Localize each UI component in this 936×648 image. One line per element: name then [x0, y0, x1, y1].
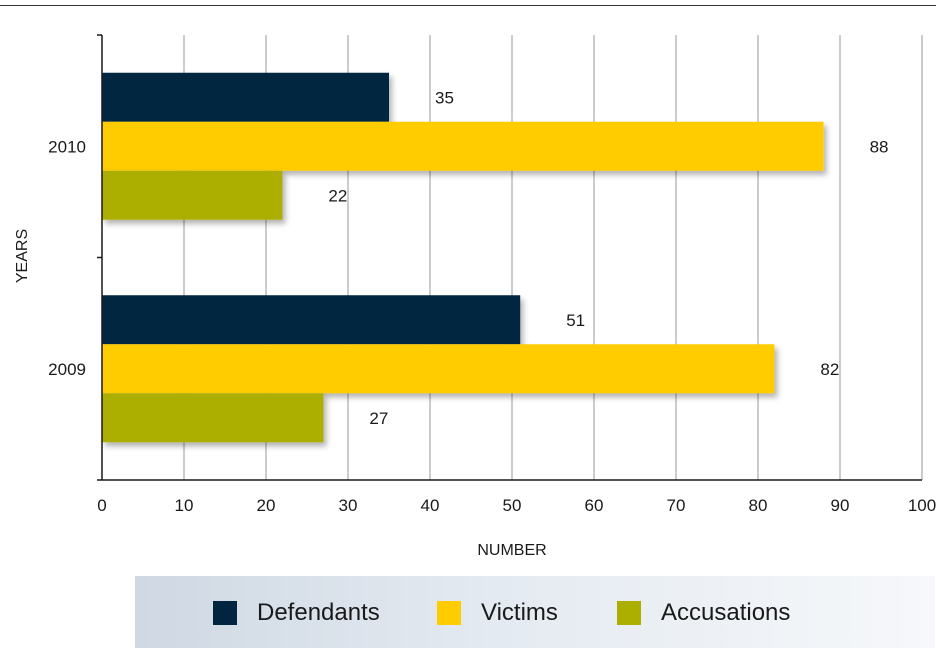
x-tick-label: 20 — [257, 496, 276, 515]
y-axis-title: YEARS — [14, 229, 31, 283]
legend-label-victims: Victims — [481, 599, 558, 626]
legend: Defendants Victims Accusations — [135, 576, 935, 648]
x-tick-label: 100 — [908, 496, 936, 515]
data-label: 82 — [820, 360, 839, 379]
x-tick-label: 50 — [503, 496, 522, 515]
legend-swatch-defendants — [213, 601, 237, 625]
bar-defendants-2009 — [102, 295, 521, 345]
legend-item-victims: Victims — [437, 599, 558, 626]
top-rule — [0, 5, 936, 6]
bar-accusations-2010 — [102, 170, 283, 220]
bars — [102, 72, 824, 443]
legend-item-accusations: Accusations — [617, 599, 791, 626]
x-tick-label: 0 — [97, 496, 106, 515]
y-tick-label: 2009 — [48, 360, 86, 379]
x-tick-label: 40 — [421, 496, 440, 515]
x-tick-label: 30 — [339, 496, 358, 515]
data-label: 27 — [369, 409, 388, 428]
axes — [97, 34, 922, 481]
data-label: 22 — [328, 186, 347, 205]
legend-swatch-victims — [437, 601, 461, 625]
legend-item-defendants: Defendants — [213, 599, 380, 626]
legend-label-defendants: Defendants — [257, 599, 380, 626]
x-tick-label: 80 — [749, 496, 768, 515]
bar-accusations-2009 — [102, 393, 324, 443]
legend-label-accusations: Accusations — [661, 599, 791, 626]
data-label: 35 — [435, 88, 454, 107]
legend-swatch-accusations — [617, 601, 641, 625]
x-tick-label: 70 — [667, 496, 686, 515]
y-tick-label: 2010 — [48, 137, 86, 156]
labels: 0 10 20 30 40 50 60 70 80 90 100 35 88 22 2010 51 82 27 20… — [48, 88, 936, 515]
bar-defendants-2010 — [102, 72, 389, 122]
bar-victims-2009 — [102, 344, 775, 394]
data-label: 51 — [566, 311, 585, 330]
x-axis-title: NUMBER — [477, 542, 546, 559]
x-tick-label: 90 — [831, 496, 850, 515]
bar-victims-2010 — [102, 121, 824, 171]
bar-chart: 0 10 20 30 40 50 60 70 80 90 100 35 88 22 2010 51 82 27 20… — [14, 34, 936, 559]
x-tick-label: 10 — [175, 496, 194, 515]
x-tick-label: 60 — [585, 496, 604, 515]
data-label: 88 — [870, 137, 889, 156]
